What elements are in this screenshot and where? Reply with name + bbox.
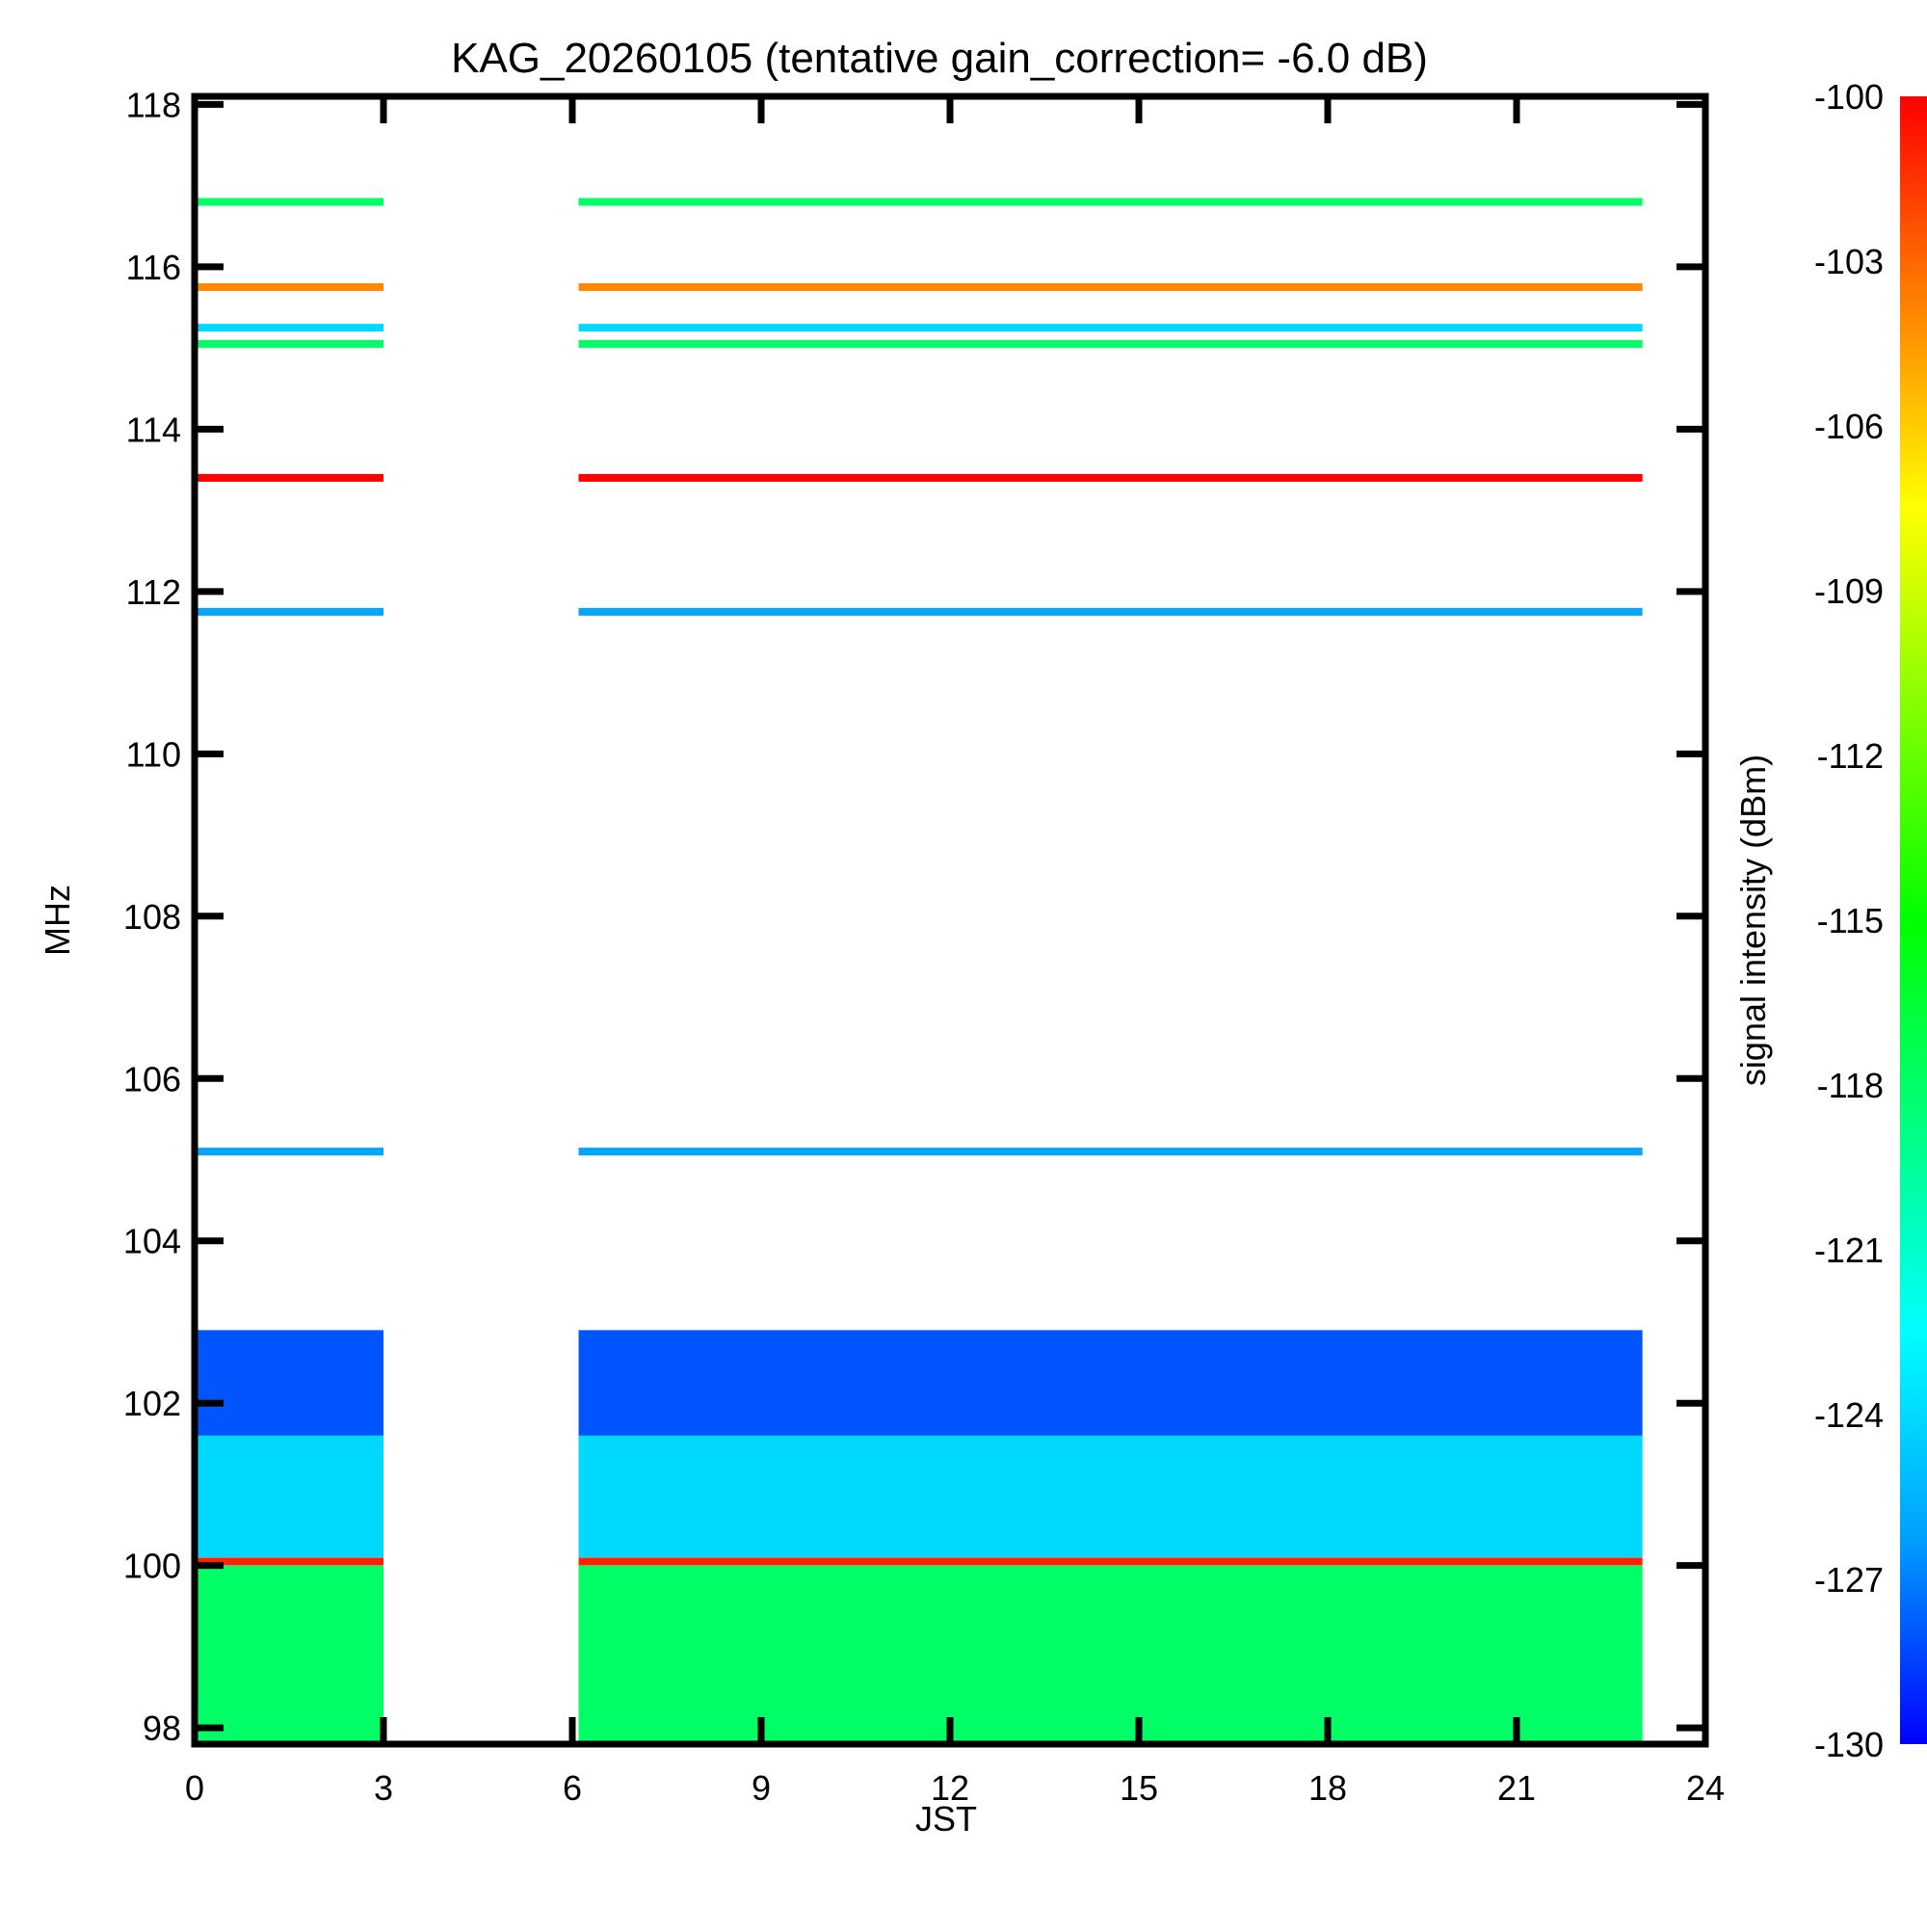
axes: 0 3 6 9 12 15 18 21 24 98 100 102 104 106 108 110 112 114… [123, 85, 1725, 1808]
signal-line [195, 607, 383, 616]
colorbar-tick-label: -118 [1817, 1066, 1884, 1105]
background-band [195, 1435, 383, 1558]
y-axis-label: MHz [38, 885, 77, 956]
signal-line [578, 339, 1643, 348]
background-band [578, 1435, 1643, 1558]
background-band [578, 1330, 1643, 1436]
x-axis-label: JST [915, 1799, 977, 1839]
y-tick-label: 102 [123, 1384, 181, 1423]
signal-line [578, 1557, 1643, 1566]
y-tick-label: 104 [123, 1222, 181, 1261]
colorbar-tick-label: -124 [1814, 1395, 1884, 1435]
colorbar-tick-label: -127 [1814, 1560, 1884, 1600]
signal-line [578, 198, 1643, 206]
signal-line [195, 198, 383, 206]
colorbar-tick-label: -112 [1817, 736, 1884, 776]
signal-line [195, 324, 383, 332]
colorbar-gradient [1900, 96, 1927, 1744]
y-tick-label: 110 [126, 734, 181, 774]
x-tick-label: 6 [563, 1768, 582, 1808]
colorbar-tick-label: -100 [1814, 77, 1884, 117]
background-band [195, 1330, 383, 1436]
y-tick-label: 100 [123, 1547, 181, 1586]
y-tick-label: 116 [126, 248, 181, 287]
colorbar-tick-label: -130 [1814, 1725, 1884, 1764]
x-tick-label: 24 [1686, 1768, 1725, 1808]
colorbar-tick-label: -115 [1817, 901, 1884, 940]
signal-line [195, 473, 383, 482]
colorbar-tick-label: -103 [1814, 242, 1884, 281]
signal-line [195, 339, 383, 348]
x-tick-label: 18 [1308, 1768, 1347, 1808]
x-tick-label: 3 [374, 1768, 393, 1808]
signal-line [578, 473, 1643, 482]
y-tick-label: 106 [123, 1059, 181, 1098]
y-tick-label: 98 [143, 1708, 181, 1748]
x-tick-label: 15 [1120, 1768, 1158, 1808]
x-tick-label: 21 [1497, 1768, 1536, 1808]
x-tick-label: 0 [185, 1768, 204, 1808]
colorbar-tick-label: -121 [1814, 1231, 1884, 1270]
y-tick-label: 118 [126, 85, 181, 124]
signal-line [578, 324, 1643, 332]
y-tick-label: 108 [123, 897, 181, 937]
colorbar-tick-label: -106 [1814, 407, 1884, 446]
signal-line [195, 1557, 383, 1566]
signal-line [578, 1148, 1643, 1156]
background-band [195, 1565, 383, 1744]
colorbar: -100 -103 -106 -109 -112 -115 -118 -121 -124 -127… [1814, 77, 1927, 1764]
y-tick-label: 112 [126, 572, 181, 612]
chart-title: KAG_20260105 (tentative gain_correction=… [451, 35, 1428, 82]
plot-area [195, 198, 1643, 1744]
signal-line [578, 282, 1643, 291]
colorbar-label: signal intensity (dBm) [1733, 754, 1773, 1086]
colorbar-tick-label: -109 [1814, 571, 1884, 611]
signal-line [195, 1148, 383, 1156]
x-tick-label: 12 [931, 1768, 969, 1808]
background-band [578, 1565, 1643, 1744]
x-tick-label: 9 [752, 1768, 771, 1808]
y-tick-label: 114 [126, 410, 181, 449]
signal-line [578, 607, 1643, 616]
signal-line [195, 282, 383, 291]
